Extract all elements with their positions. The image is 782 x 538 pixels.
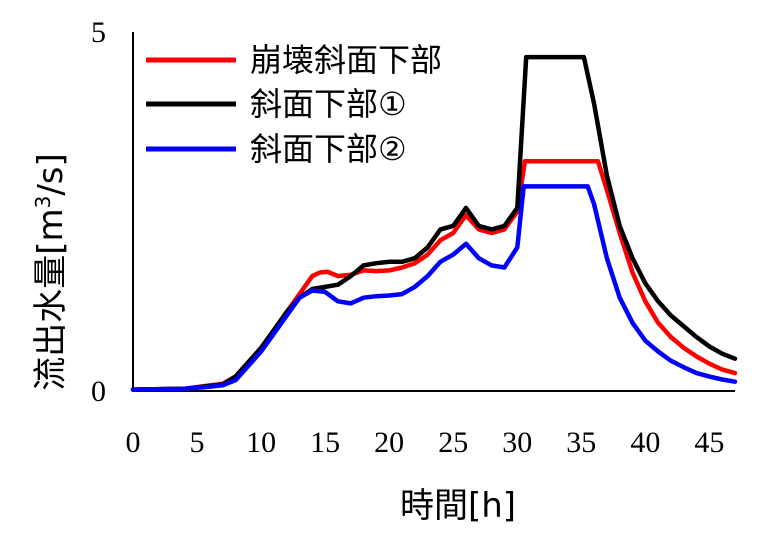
x-tick-label: 40: [630, 426, 660, 459]
x-tick-label: 5: [190, 426, 205, 459]
axes: [132, 32, 735, 392]
y-axis-title-superscript: 3: [31, 196, 55, 209]
y-tick-label: 5: [91, 16, 106, 49]
x-tick-label: 35: [566, 426, 596, 459]
series-layer: [130, 54, 738, 392]
x-axis-title: 時間[h]: [400, 486, 516, 526]
series-line-3: [130, 184, 738, 392]
series-line-1: [130, 158, 738, 392]
x-tick-label: 45: [694, 426, 724, 459]
x-tick-label: 25: [438, 426, 468, 459]
x-tick-label: 15: [310, 426, 340, 459]
x-tick-label: 0: [126, 426, 141, 459]
x-tick-label: 30: [502, 426, 532, 459]
legend-label-2: 斜面下部①: [250, 85, 407, 123]
x-tick-label: 20: [374, 426, 404, 459]
tick-labels: 0 5 10 15 20 25 30 35 40 45 0 5: [91, 16, 724, 459]
y-axis-title-main: 流出水量[m: [31, 208, 71, 390]
x-tick-label: 10: [246, 426, 276, 459]
legend-label-3: 斜面下部②: [250, 130, 407, 168]
y-axis-title-tail: /s]: [31, 153, 71, 195]
y-tick-label: 0: [91, 375, 106, 408]
y-axis-title: 流出水量[m3/s]: [31, 153, 71, 391]
legend-label-1: 崩壊斜面下部: [250, 41, 442, 79]
